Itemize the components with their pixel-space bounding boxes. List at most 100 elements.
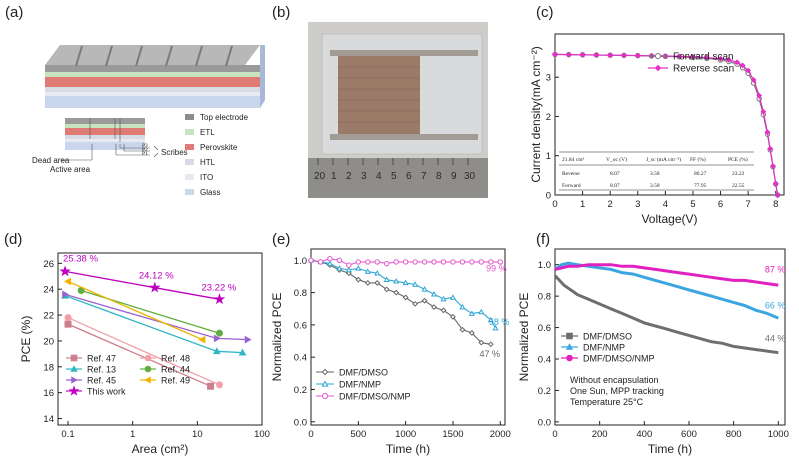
legend-marker [144, 376, 151, 384]
legend-swatch-top-electrode [185, 114, 194, 120]
table-cell: 3.58 [650, 171, 660, 177]
data-point [478, 339, 485, 346]
data-point [772, 180, 779, 187]
y-axis-title: Normalized PCE [518, 293, 531, 382]
series-line [554, 263, 779, 287]
legend-label: DMF/DMSO/NMP [583, 354, 655, 364]
data-point [478, 259, 485, 265]
legend-marker [144, 365, 152, 373]
legend-swatch-ito [185, 174, 194, 180]
table-header-cell: FF (%) [690, 156, 706, 163]
legend-label: Ref. 48 [161, 354, 190, 364]
data-point [374, 269, 381, 276]
legend-label: DMF/DMSO/NMP [339, 392, 411, 402]
data-point [450, 259, 456, 265]
data-point [384, 260, 390, 267]
y-tick-label: 16 [43, 388, 54, 399]
x-tick-label: 5 [690, 199, 695, 210]
series-line [64, 295, 243, 354]
data-point [756, 92, 763, 99]
legend-marker [321, 368, 329, 376]
data-point [552, 51, 558, 58]
retention-annotation: 47 % [479, 349, 500, 359]
x-tick-label: 1 [130, 429, 135, 440]
data-point [767, 145, 774, 152]
legend-marker [566, 354, 573, 362]
chart-stability-f: 0 200 400 600 800 1000 0.0 0.2 0.4 0.6 0.8 1.0 Time … [518, 248, 789, 456]
data-point [412, 300, 419, 307]
y-tick-label: 0.0 [538, 417, 551, 428]
dead-area-label: Dead area [32, 156, 70, 165]
data-point [198, 335, 206, 344]
pce-annotation: 23.22 % [201, 282, 236, 293]
ruler-number: 7 [421, 171, 427, 182]
data-point [440, 307, 447, 314]
data-point [364, 280, 371, 286]
chart-pce-vs-area: 0.1 1 10 100 14 16 18 20 22 24 26 Area (cm²) PCE (%)… [19, 252, 270, 456]
data-point [734, 59, 741, 66]
table-cell: 3.58 [650, 183, 660, 189]
data-point [770, 163, 776, 169]
ruler-number: 6 [406, 171, 412, 182]
y-tick-label: 0.4 [538, 355, 551, 366]
table-header-cell: PCE (%) [728, 156, 748, 163]
x-tick-label: 7 [745, 199, 750, 210]
data-point [430, 290, 438, 297]
y-tick-label: 0.0 [294, 417, 307, 428]
p1-label: P3 [142, 143, 148, 149]
data-point [317, 259, 324, 265]
data-point [634, 52, 641, 59]
table-cell: 8.07 [610, 171, 620, 177]
y-tick-label: 0.6 [538, 323, 551, 334]
data-point [760, 108, 767, 115]
data-point [607, 52, 614, 59]
legend-perovskite: Perovskite [200, 143, 238, 152]
series-line [553, 274, 779, 355]
table-header-cell: 21.84 cm² [562, 157, 584, 163]
data-point [308, 257, 314, 264]
pce-annotation: 24.12 % [139, 271, 174, 282]
data-point [449, 294, 457, 300]
y-tick-label: 2 [546, 112, 551, 123]
p3-label: P1 [142, 151, 148, 157]
panel-letter-e: (e) [272, 231, 291, 248]
p2-label: P2 [142, 147, 148, 153]
series-line [67, 317, 220, 386]
data-point [326, 260, 333, 266]
data-point [469, 259, 475, 265]
data-point [62, 290, 70, 299]
legend-glass: Glass [200, 188, 220, 197]
data-point [703, 54, 710, 61]
legend-label: This work [87, 387, 126, 397]
legend-marker [321, 380, 329, 387]
x-tick-label: 6 [718, 199, 723, 210]
x-tick-label: 4 [663, 199, 668, 210]
plot-frame [310, 248, 506, 426]
x-tick-label: 600 [681, 429, 697, 440]
table-cell: Reverse [562, 171, 580, 177]
data-point [745, 67, 752, 74]
test-condition-note: One Sun, MPP tracking [570, 386, 664, 396]
x-tick-label: 1500 [442, 429, 463, 440]
x-tick-label: 1000 [395, 429, 416, 440]
legend-htl: HTL [200, 158, 216, 167]
ruler-number: 20 [314, 171, 326, 182]
y-tick-label: 1 [546, 151, 551, 162]
data-point [215, 329, 223, 337]
x-tick-label: 0 [552, 199, 557, 210]
x-tick-label: 100 [254, 429, 270, 440]
panel-letter-b: (b) [272, 4, 291, 21]
y-tick-label: 0.8 [538, 292, 551, 303]
table-cell: 80.27 [694, 171, 707, 177]
series-line [67, 323, 211, 387]
ruler-number: 1 [331, 171, 337, 182]
data-point [393, 278, 400, 284]
data-point [59, 265, 71, 277]
data-point [676, 53, 683, 60]
data-point [459, 303, 466, 310]
legend-marker [144, 354, 152, 362]
data-point [764, 129, 771, 136]
y-tick-label: 1.0 [294, 256, 307, 267]
data-point [478, 308, 485, 315]
data-point [497, 259, 503, 265]
